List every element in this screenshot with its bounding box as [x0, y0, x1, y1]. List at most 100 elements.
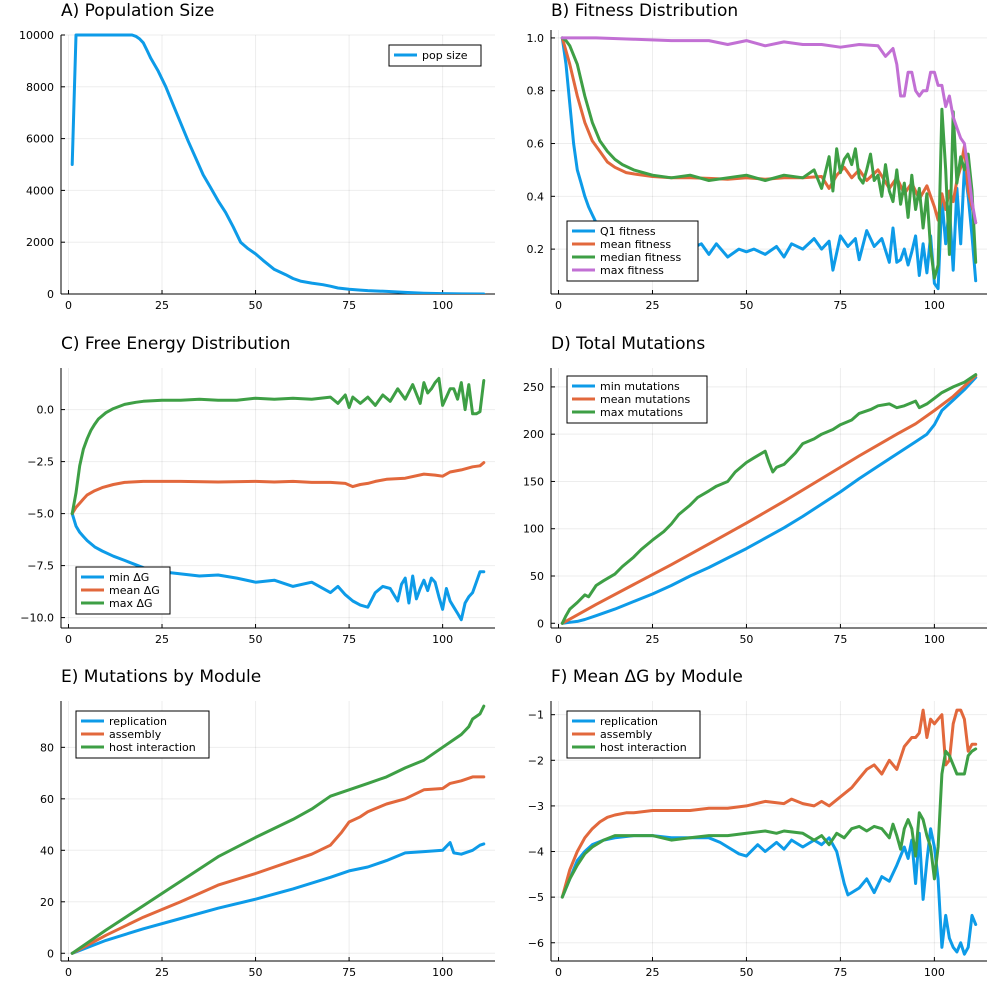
y-tick-label: −1 [528, 709, 544, 722]
x-tick-label: 25 [645, 966, 659, 979]
y-tick-label: −6 [528, 937, 544, 950]
x-tick-label: 100 [924, 633, 945, 646]
legend: pop size [388, 44, 482, 67]
series-group [70, 376, 486, 622]
y-tick-label: 0.0 [37, 404, 55, 417]
legend-label: max fitness [600, 264, 664, 277]
panel-title: F) Mean ΔG by Module [551, 667, 743, 687]
y-tick-label: 8000 [26, 81, 54, 94]
legend-label: Q1 fitness [600, 225, 656, 238]
x-tick-label: 0 [65, 966, 72, 979]
legend-label: median fitness [600, 251, 681, 264]
y-tick-label: 2000 [26, 236, 54, 249]
legend-label: mean ΔG [109, 584, 160, 597]
panel-e: E) Mutations by Module 0 25 50 75 100 0 20 40 60 8… [40, 667, 495, 979]
y-tick-label: 0.4 [527, 190, 545, 203]
panel-title: D) Total Mutations [551, 334, 705, 354]
series-line-median-fitness [560, 36, 978, 280]
x-tick-label: 75 [833, 299, 847, 312]
series-group [70, 704, 486, 955]
legend-label: max ΔG [109, 597, 153, 610]
series-group [70, 33, 486, 294]
y-tick-label: 4000 [26, 184, 54, 197]
x-tick-label: 50 [739, 633, 753, 646]
x-tick-label: 100 [924, 966, 945, 979]
x-tick-label: 75 [833, 633, 847, 646]
gridlines [551, 368, 987, 628]
y-tick-label: 80 [40, 741, 54, 754]
x-tick-label: 25 [155, 633, 169, 646]
panel-d: D) Total Mutations 0 25 50 75 100 0 50 100 150 200… [523, 334, 987, 646]
y-tick-label: −5 [528, 891, 544, 904]
series-line-host-interaction [560, 747, 978, 899]
legend-label: min ΔG [109, 571, 149, 584]
y-tick-label: −2 [528, 754, 544, 767]
series-group [560, 36, 978, 291]
y-tick-label: 6000 [26, 133, 54, 146]
y-tick-label: −4 [528, 846, 544, 859]
legend-label: pop size [422, 49, 468, 62]
series-line-replication [70, 841, 486, 955]
panel-c: C) Free Energy Distribution 0 25 50 75 100 −10… [20, 334, 495, 646]
series-line-assembly [70, 775, 486, 955]
legend-label: max mutations [600, 406, 683, 419]
x-tick-label: 50 [739, 299, 753, 312]
x-tick-label: 100 [432, 966, 453, 979]
y-tick-label: 10000 [19, 29, 54, 42]
x-tick-label: 75 [342, 633, 356, 646]
legend-label: mean fitness [600, 238, 671, 251]
y-tick-label: 0.8 [527, 85, 545, 98]
y-tick-label: 150 [523, 475, 544, 488]
x-tick-label: 25 [155, 299, 169, 312]
x-tick-label: 25 [645, 299, 659, 312]
x-tick-label: 0 [555, 299, 562, 312]
gridlines [61, 701, 495, 961]
legend-label: min mutations [600, 380, 680, 393]
panel-title: C) Free Energy Distribution [61, 334, 290, 354]
series-line-replication [560, 827, 978, 956]
y-tick-label: 60 [40, 793, 54, 806]
legend-label: replication [600, 715, 658, 728]
series-line-mean-g [70, 461, 486, 516]
x-tick-label: 100 [432, 633, 453, 646]
panel-title: B) Fitness Distribution [551, 1, 738, 21]
x-tick-label: 75 [342, 299, 356, 312]
y-tick-label: 50 [530, 570, 544, 583]
x-tick-label: 100 [924, 299, 945, 312]
x-tick-label: 50 [249, 633, 263, 646]
y-tick-label: 20 [40, 896, 54, 909]
x-tick-label: 50 [249, 299, 263, 312]
x-tick-label: 50 [739, 966, 753, 979]
y-tick-label: −10.0 [20, 612, 54, 625]
y-tick-label: −2.5 [27, 456, 54, 469]
legend-label: host interaction [600, 741, 687, 754]
y-tick-label: 100 [523, 523, 544, 536]
series-line-pop-size [70, 33, 486, 294]
x-tick-label: 0 [555, 633, 562, 646]
y-tick-label: 0.6 [527, 138, 545, 151]
y-tick-label: 0 [47, 947, 54, 960]
y-tick-label: 0.2 [527, 243, 545, 256]
series-line-mean-mutations [560, 374, 978, 625]
series-line-host-interaction [70, 704, 486, 955]
series-line-max-fitness [560, 36, 978, 225]
panel-a: A) Population Size 0 25 50 75 100 0 2000 4000 600… [19, 1, 495, 312]
legend-label: mean mutations [600, 393, 691, 406]
panel-b: B) Fitness Distribution 0 25 50 75 100 0.2 0.4 0… [527, 1, 987, 312]
legend-label: assembly [109, 728, 162, 741]
panel-title: E) Mutations by Module [61, 667, 261, 687]
y-tick-label: −3 [528, 800, 544, 813]
series-line-min-g [70, 512, 486, 622]
panel-f: F) Mean ΔG by Module 0 25 50 75 100 −6 −5 −4 −3 −2… [528, 667, 987, 979]
y-tick-label: 0 [47, 288, 54, 301]
x-tick-label: 25 [645, 633, 659, 646]
x-tick-label: 100 [432, 299, 453, 312]
y-tick-label: 0 [537, 617, 544, 630]
x-tick-label: 0 [65, 633, 72, 646]
